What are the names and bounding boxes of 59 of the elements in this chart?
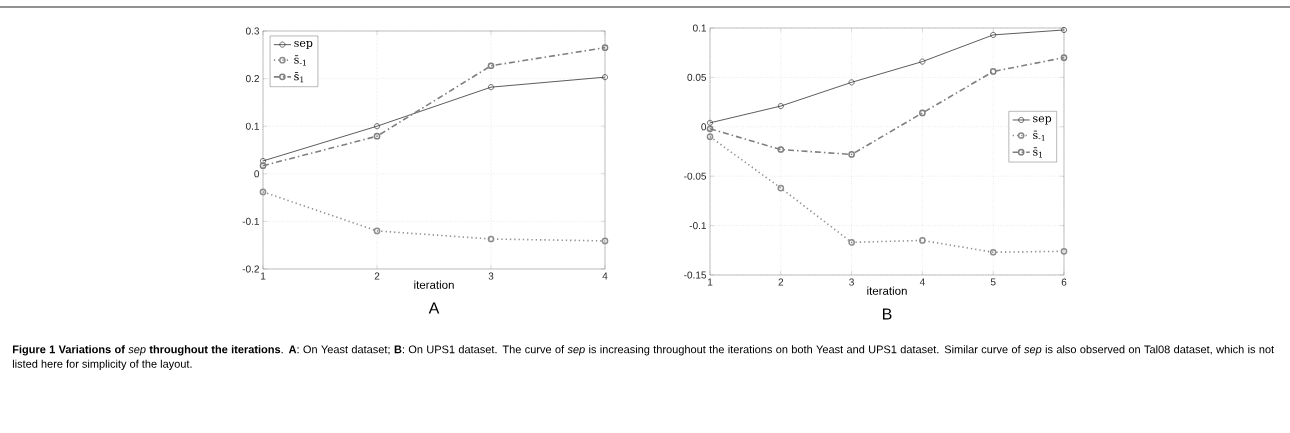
x-axis-title: iteration: [414, 280, 454, 289]
x-tick-label: 3: [849, 278, 854, 286]
legend-label: s̄$_{1}$: [1033, 147, 1042, 158]
y-tick-label: 0.3: [245, 27, 260, 35]
y-tick-label: -0.2: [242, 265, 259, 273]
y-tick-label: -0.1: [242, 217, 259, 225]
y-tick-label: 0.1: [245, 122, 259, 130]
point: [777, 103, 784, 109]
legend-label: sep: [294, 40, 313, 50]
text: B: [882, 308, 892, 320]
point: [919, 58, 926, 65]
point: [706, 125, 714, 133]
x-tick-label: 1: [707, 278, 713, 286]
legend-label: s̄$_{-1}$: [294, 55, 306, 66]
y-tick-label: 0: [254, 170, 260, 178]
point: [848, 151, 855, 158]
point: [1060, 54, 1068, 61]
point: [848, 239, 855, 246]
point: [374, 123, 380, 130]
x-tick-label: 4: [602, 272, 608, 280]
point: [989, 68, 997, 75]
y-tick-label: 0.1: [692, 24, 706, 32]
y-tick-label: -0.15: [684, 271, 707, 279]
point: [373, 132, 381, 140]
x-axis-title: iteration: [867, 286, 907, 295]
point: [487, 62, 495, 70]
point: [848, 79, 855, 86]
point: [1060, 247, 1068, 255]
y-tick-label: 0: [701, 123, 707, 131]
x-tick-label: 4: [919, 278, 925, 286]
point: [601, 237, 609, 245]
legend-label: sep: [1033, 116, 1052, 125]
y-tick-label: 0.2: [245, 75, 259, 83]
text: A: [428, 302, 440, 314]
y-tick-label: -0.05: [684, 172, 707, 180]
x-tick-label: 6: [1061, 278, 1067, 286]
point: [919, 237, 926, 244]
legend-label: s̄$_{-1}$: [1033, 130, 1045, 141]
point: [488, 84, 494, 91]
x-tick-label: 5: [990, 278, 996, 286]
x-tick-label: 3: [488, 272, 494, 280]
x-tick-label: 2: [374, 272, 380, 280]
legend-label: s̄$_{1}$: [294, 72, 304, 83]
point: [706, 133, 714, 141]
point: [777, 146, 785, 153]
point: [487, 235, 495, 243]
x-tick-label: 1: [261, 272, 266, 280]
x-tick-label: 2: [778, 278, 784, 286]
point: [373, 227, 381, 235]
point: [777, 184, 785, 192]
point: [601, 44, 609, 52]
point: [990, 31, 997, 38]
text: Figure 1 Variations of sep throughout the iterations. A: On Yeast dataset; B: On UPS1 dataset. The curve of sep is increasing throughout the iterations on both Yeast and UPS1 dataset. Similar curve of sep is also observed on Tal08 dataset, which is not listed here for simplicity of the layout.: [12, 345, 1275, 370]
y-tick-label: 0.05: [687, 73, 707, 81]
point: [259, 188, 267, 196]
point: [989, 248, 997, 256]
y-tick-label: -0.1: [689, 222, 706, 230]
point: [259, 162, 267, 170]
point: [919, 109, 926, 117]
